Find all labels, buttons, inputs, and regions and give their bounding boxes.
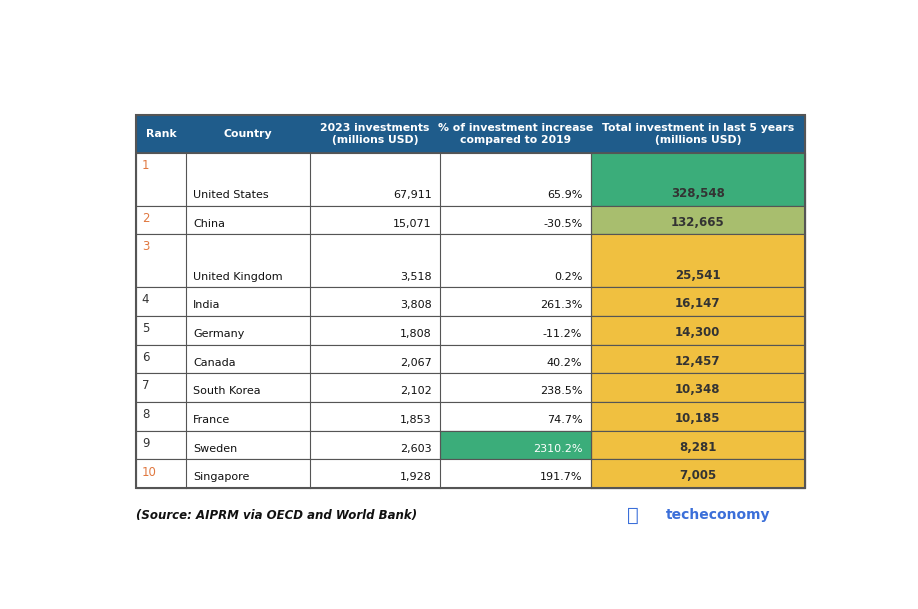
Text: 5: 5 [141, 322, 149, 335]
Text: 7: 7 [141, 379, 150, 392]
Text: 2,067: 2,067 [400, 357, 431, 368]
Text: South Korea: South Korea [194, 387, 261, 396]
Text: 1,853: 1,853 [400, 415, 431, 425]
Bar [136, 459, 805, 488]
Bar [136, 316, 805, 345]
Bar [136, 402, 805, 431]
Bar [591, 402, 805, 431]
Text: Rank: Rank [146, 129, 176, 139]
Text: 3,808: 3,808 [400, 300, 431, 311]
Text: 3,518: 3,518 [400, 272, 431, 282]
Text: Country: Country [224, 129, 273, 139]
Bar [136, 206, 805, 234]
Text: 10,348: 10,348 [675, 384, 721, 396]
Text: China: China [194, 219, 225, 228]
Text: 4: 4 [141, 294, 150, 306]
Text: 65.9%: 65.9% [547, 190, 582, 200]
Text: Ⓣ: Ⓣ [627, 505, 639, 524]
Text: 8,281: 8,281 [679, 441, 717, 454]
Text: 132,665: 132,665 [671, 216, 724, 228]
Text: 2023 investments
(millions USD): 2023 investments (millions USD) [320, 123, 430, 145]
Text: 6: 6 [141, 351, 150, 364]
Text: United Kingdom: United Kingdom [194, 272, 283, 282]
Text: 74.7%: 74.7% [547, 415, 582, 425]
Text: 10,185: 10,185 [675, 412, 721, 425]
Text: 9: 9 [141, 437, 150, 450]
Text: 8: 8 [141, 408, 149, 421]
Text: -30.5%: -30.5% [543, 219, 582, 228]
Bar [591, 459, 805, 488]
Bar [136, 153, 805, 206]
Text: 328,548: 328,548 [671, 187, 725, 200]
Text: 1,808: 1,808 [400, 329, 431, 339]
Text: 14,300: 14,300 [675, 326, 721, 339]
Text: 15,071: 15,071 [393, 219, 431, 228]
Text: United States: United States [194, 190, 269, 200]
Text: Sweden: Sweden [194, 444, 238, 454]
Text: India: India [194, 300, 221, 311]
Bar [591, 345, 805, 373]
Text: 67,911: 67,911 [393, 190, 431, 200]
Bar [136, 431, 805, 459]
Text: 12,457: 12,457 [675, 355, 721, 368]
Bar [591, 431, 805, 459]
Text: 2310.2%: 2310.2% [532, 444, 582, 454]
Text: -11.2%: -11.2% [543, 329, 582, 339]
Text: 40.2%: 40.2% [547, 357, 582, 368]
Bar [136, 234, 805, 287]
Bar [136, 115, 805, 153]
Text: 2: 2 [141, 212, 150, 225]
Bar [591, 373, 805, 402]
Bar [136, 115, 805, 488]
Text: 0.2%: 0.2% [554, 272, 582, 282]
Text: (Source: AIPRM via OECD and World Bank): (Source: AIPRM via OECD and World Bank) [136, 509, 417, 521]
Text: Total investment in last 5 years
(millions USD): Total investment in last 5 years (millio… [601, 123, 794, 145]
Bar [591, 316, 805, 345]
Bar [441, 431, 591, 459]
Text: 7,005: 7,005 [679, 470, 716, 482]
Text: 2,102: 2,102 [400, 387, 431, 396]
Text: Singapore: Singapore [194, 473, 250, 482]
Text: 3: 3 [141, 241, 149, 253]
Text: 1,928: 1,928 [400, 473, 431, 482]
Bar [591, 287, 805, 316]
Text: techeconomy: techeconomy [666, 508, 770, 522]
Text: 191.7%: 191.7% [540, 473, 582, 482]
Text: % of investment increase
compared to 2019: % of investment increase compared to 201… [438, 123, 593, 145]
Text: France: France [194, 415, 230, 425]
Bar [136, 287, 805, 316]
Text: 2,603: 2,603 [400, 444, 431, 454]
Bar [591, 234, 805, 287]
Text: 10: 10 [141, 465, 157, 479]
Bar [136, 345, 805, 373]
Text: 16,147: 16,147 [675, 297, 721, 311]
Text: 238.5%: 238.5% [540, 387, 582, 396]
Bar [136, 373, 805, 402]
Text: 261.3%: 261.3% [540, 300, 582, 311]
Text: 25,541: 25,541 [675, 269, 721, 282]
Text: 1: 1 [141, 159, 150, 172]
Bar [591, 153, 805, 206]
Bar [591, 206, 805, 234]
Text: Canada: Canada [194, 357, 236, 368]
Text: Germany: Germany [194, 329, 245, 339]
